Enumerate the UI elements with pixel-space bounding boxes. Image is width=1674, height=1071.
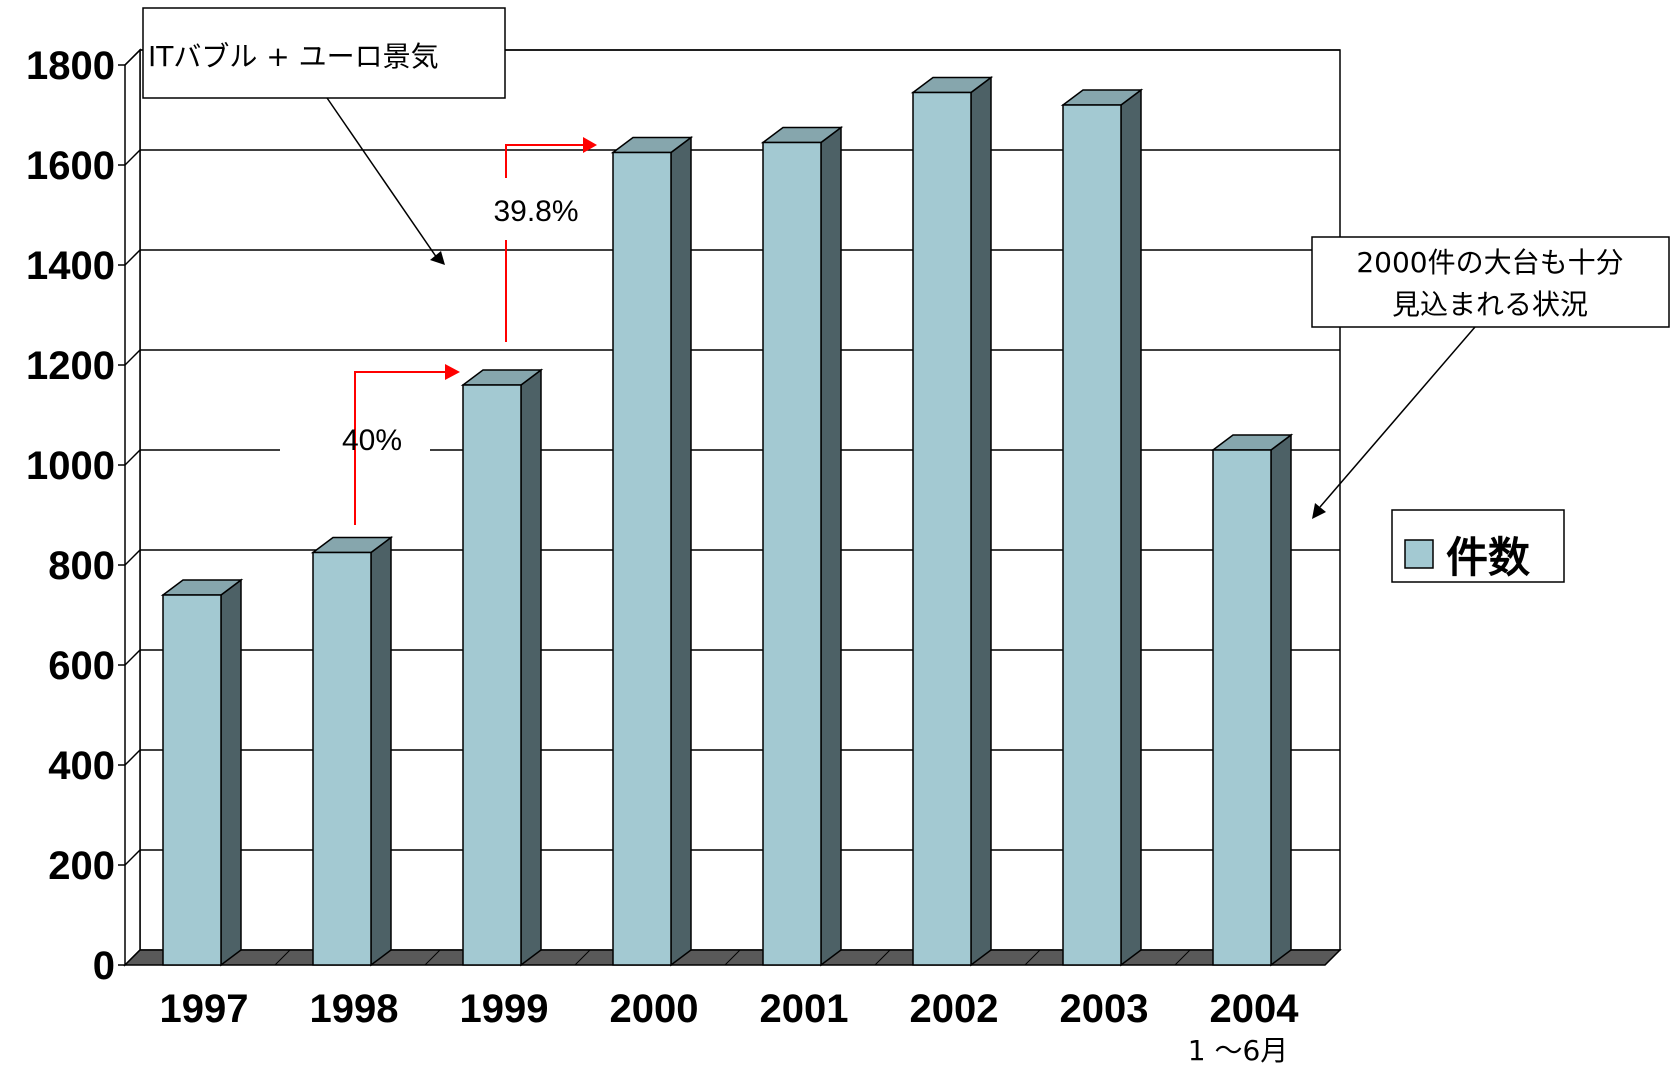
- outlook-callout: 2000件の大台も十分 見込まれる状況: [1311, 236, 1670, 519]
- x-tick-label-2004: 2004: [1210, 987, 1300, 1031]
- bar-side-2004: [1270, 433, 1292, 967]
- legend-label: 件数: [1446, 533, 1530, 582]
- bars: [160, 76, 1294, 967]
- gridline-side-1800: [124, 49, 141, 66]
- bar-2000: [610, 136, 694, 967]
- growth-arrowhead-1998-1999: [445, 364, 460, 380]
- gridline-side-1200: [124, 349, 141, 366]
- y-tick-label-200: 200: [48, 844, 115, 888]
- floor-divider: [724, 949, 741, 966]
- y-tick-label-800: 800: [48, 544, 115, 588]
- x-tick-label-2002: 2002: [910, 987, 999, 1031]
- gridline-side-400: [124, 749, 141, 766]
- growth-arrowhead-1999-2000: [583, 137, 597, 153]
- outlook-text-line2: 見込まれる状況: [1392, 288, 1588, 321]
- plot-left-wall: [124, 48, 141, 967]
- bar-side-1997: [220, 578, 242, 967]
- growth-annotation-1998-1999: 40%: [280, 364, 460, 525]
- bar-2001: [760, 126, 844, 967]
- bar-side-2003: [1120, 88, 1142, 967]
- legend-swatch: [1404, 539, 1434, 569]
- x-tick-label-2000: 2000: [610, 987, 699, 1031]
- bar-side-2000: [670, 136, 692, 967]
- bar-2004: [1210, 433, 1294, 967]
- floor-divider: [274, 949, 291, 966]
- bar-2003: [1060, 88, 1144, 967]
- growth-annotation-1999-2000: 39.8%: [470, 137, 597, 342]
- x-axis-ticks: 1997 1998 1999 2000 2001 2002 2003 2004: [160, 987, 1300, 1031]
- bar-side-1999: [520, 368, 542, 967]
- floor-divider: [1324, 949, 1341, 966]
- growth-arrow-1999-2000: [505, 144, 585, 178]
- gridline-side-1400: [124, 249, 141, 266]
- y-tick-label-400: 400: [48, 744, 115, 788]
- floor-divider: [1174, 949, 1191, 966]
- it-bubble-text: ITバブル + ユーロ景気: [148, 40, 439, 73]
- x-tick-label-1997: 1997: [160, 987, 249, 1031]
- gridline-side-1600: [124, 149, 141, 166]
- floor-divider: [124, 949, 141, 966]
- bar-1998: [310, 536, 394, 967]
- legend: 件数: [1391, 509, 1565, 583]
- bar-front-2004: [1212, 449, 1272, 966]
- y-tick-label-1800: 1800: [26, 44, 115, 88]
- gridline-side-800: [124, 549, 141, 566]
- outlook-arrowhead: [1312, 503, 1326, 519]
- gridline-side-1000: [124, 449, 141, 466]
- growth-label-1999-2000: 39.8%: [493, 195, 578, 228]
- floor-divider: [1024, 949, 1041, 966]
- bar-side-1998: [370, 536, 392, 967]
- growth-arrow-1998-1999: [354, 371, 445, 525]
- y-tick-label-1600: 1600: [26, 144, 115, 188]
- floor-divider: [424, 949, 441, 966]
- x-tick-2004-subnote: 1 ～6月: [1188, 1034, 1289, 1067]
- bar-front-2003: [1062, 104, 1122, 966]
- y-tick-label-0: 0: [93, 944, 115, 988]
- y-tick-label-1200: 1200: [26, 344, 115, 388]
- bar-front-2000: [612, 151, 672, 966]
- x-tick-label-1998: 1998: [310, 987, 399, 1031]
- bar-front-1998: [312, 551, 372, 966]
- x-tick-label-2001: 2001: [760, 987, 849, 1031]
- bar-2002: [910, 76, 994, 967]
- y-tick-label-1000: 1000: [26, 444, 115, 488]
- y-tick-label-1400: 1400: [26, 244, 115, 288]
- bar-front-1999: [462, 384, 522, 966]
- bar-front-1997: [162, 594, 222, 966]
- it-bubble-callout: ITバブル + ユーロ景気: [142, 7, 506, 265]
- outlook-text-line1: 2000件の大台も十分: [1356, 246, 1623, 279]
- floor-divider: [874, 949, 891, 966]
- y-tick-label-600: 600: [48, 644, 115, 688]
- gridline-side-200: [124, 849, 141, 866]
- y-axis-ticks: 0 200 400 600 800 1000 1200 1400 1600 1800: [26, 44, 125, 988]
- floor-divider: [574, 949, 591, 966]
- x-tick-label-2003: 2003: [1060, 987, 1149, 1031]
- growth-label-1998-1999: 40%: [342, 424, 402, 457]
- it-bubble-arrowhead: [430, 251, 445, 265]
- bar-side-2002: [970, 76, 992, 967]
- floor-ticks: [124, 949, 1341, 966]
- x-tick-label-1999: 1999: [460, 987, 549, 1031]
- bar-1999: [460, 368, 544, 967]
- bar-side-2001: [820, 126, 842, 967]
- gridline-side-600: [124, 649, 141, 666]
- bar-front-2001: [762, 141, 822, 966]
- bar-1997: [160, 578, 244, 967]
- bar-front-2002: [912, 91, 972, 966]
